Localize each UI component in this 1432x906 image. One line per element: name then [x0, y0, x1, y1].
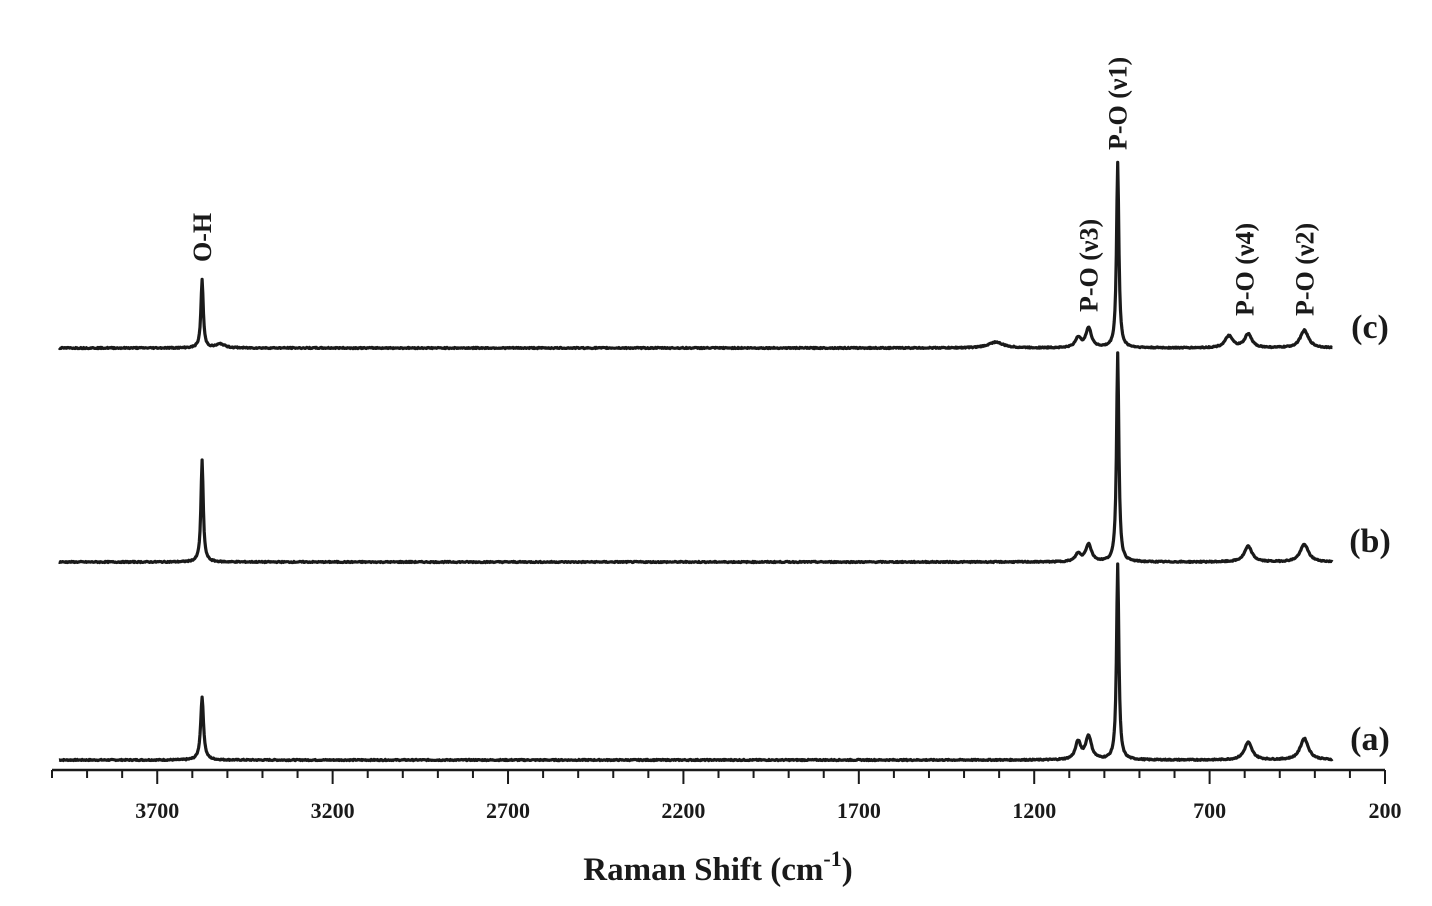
x-tick-label: 2700	[486, 798, 530, 823]
x-tick-label: 3700	[135, 798, 179, 823]
peak-annotation: P-O (ν3)	[1075, 219, 1104, 312]
spectrum-line-c	[57, 160, 1334, 351]
series-label-a: (a)	[1350, 721, 1390, 758]
x-axis-title-suffix: )	[842, 852, 853, 888]
x-tick-label: 1700	[837, 798, 881, 823]
peak-annotations: O-H P-O (ν3) P-O (ν1) P-O (ν4) P-O (ν2)	[188, 57, 1319, 316]
x-axis-ticks: 3700 3200 2700 2200 1700 1200 700 200	[51, 770, 1402, 823]
x-axis-title: Raman Shift (cm-1)	[583, 846, 852, 888]
peak-annotation: O-H	[188, 213, 217, 262]
x-axis-title-main: Raman Shift (cm	[583, 852, 823, 888]
x-tick-label: 2200	[661, 798, 705, 823]
x-axis-title-superscript: -1	[823, 846, 841, 871]
series-layer	[57, 160, 1334, 763]
series-label-b: (b)	[1349, 523, 1391, 560]
series-labels: (a) (b) (c)	[1349, 309, 1391, 758]
spectrum-line-b	[58, 351, 1334, 565]
peak-annotation: P-O (ν1)	[1104, 57, 1133, 150]
x-tick-label: 200	[1369, 798, 1402, 823]
spectrum-line-a	[58, 562, 1334, 763]
x-tick-label: 1200	[1012, 798, 1056, 823]
x-tick-label: 3200	[311, 798, 355, 823]
series-label-c: (c)	[1351, 309, 1389, 346]
x-tick-label: 700	[1193, 798, 1226, 823]
peak-annotation: P-O (ν4)	[1231, 223, 1260, 316]
peak-annotation: P-O (ν2)	[1290, 223, 1319, 316]
